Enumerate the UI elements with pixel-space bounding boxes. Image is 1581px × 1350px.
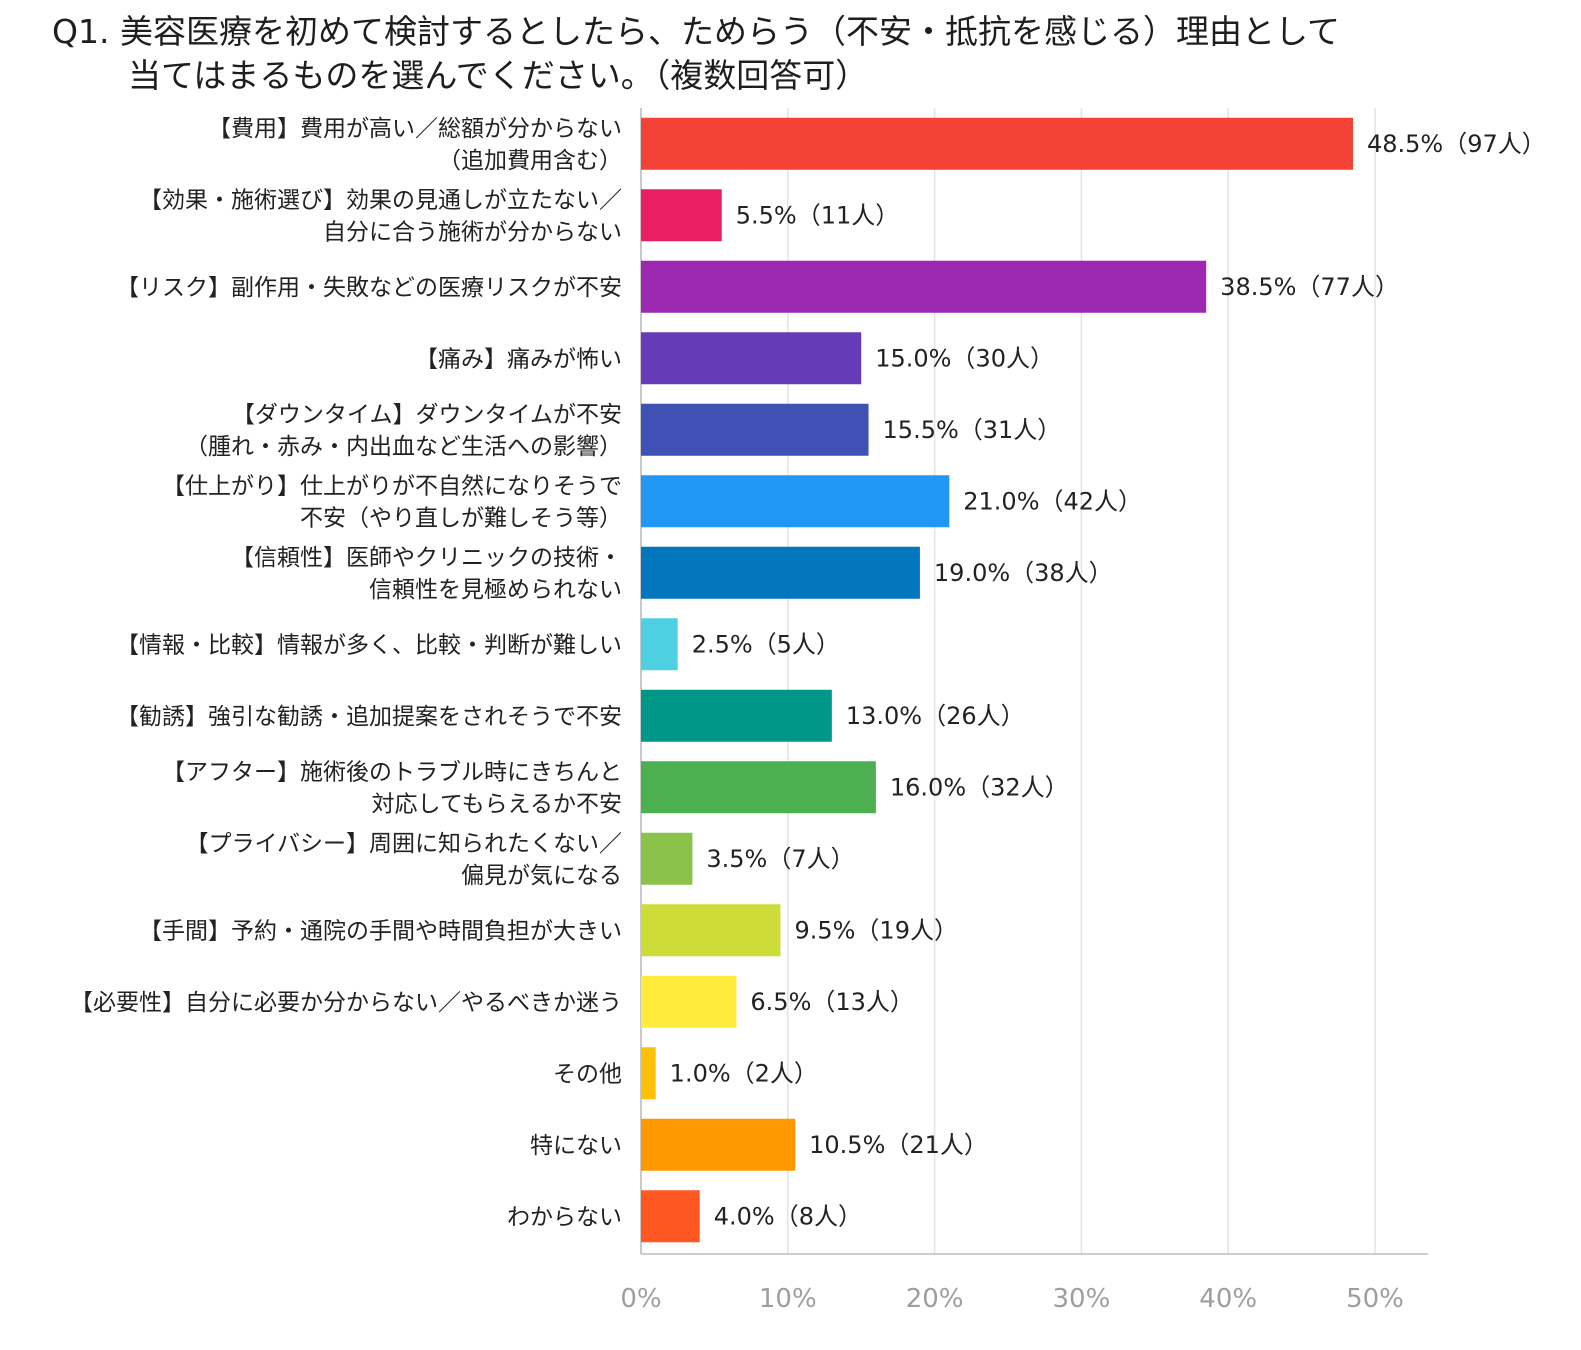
value-labels: 48.5%（97人） 5.5%（11人） 38.5%（77人） 15.0%（30人） 1… <box>670 130 1546 1231</box>
data-label: 3.5%（7人） <box>706 845 854 873</box>
x-tick-label: 10% <box>759 1284 817 1314</box>
bar <box>641 832 693 885</box>
data-label: 5.5%（11人） <box>736 201 900 229</box>
category-label: 【情報・比較】情報が多く、比較・判断が難しい <box>116 632 622 658</box>
category-label: 不安（やり直しが難しそう等） <box>300 505 622 531</box>
data-label: 48.5%（97人） <box>1367 130 1546 158</box>
category-label: 対応してもらえるか不安 <box>372 791 622 817</box>
category-label: 信頼性を見極められない <box>369 577 622 603</box>
data-label: 10.5%（21人） <box>809 1131 988 1159</box>
bar <box>641 689 832 742</box>
x-tick-label: 30% <box>1053 1284 1111 1314</box>
category-label: （追加費用含む） <box>438 148 622 174</box>
data-label: 21.0%（42人） <box>963 487 1142 515</box>
category-label: （腫れ・赤み・内出血など生活への影響） <box>185 434 622 460</box>
x-tick-label: 0% <box>620 1284 661 1314</box>
category-label: 【アフター】施術後のトラブル時にきちんと <box>162 759 622 785</box>
bar <box>641 260 1207 313</box>
category-labels: 【費用】費用が高い／総額が分からない （追加費用含む） 【効果・施術選び】効果の見通… <box>70 116 622 1231</box>
data-label: 6.5%（13人） <box>750 988 914 1016</box>
data-label: 38.5%（77人） <box>1220 273 1399 301</box>
category-label: 【手間】予約・通院の手間や時間負担が大きい <box>139 918 622 944</box>
data-label: 15.0%（30人） <box>875 344 1054 372</box>
bar <box>641 975 737 1028</box>
category-label: 【効果・施術選び】効果の見通しが立たない／ <box>139 187 622 213</box>
data-label: 19.0%（38人） <box>934 559 1113 587</box>
chart-title-line-1: Q1. 美容医療を初めて検討するとしたら、ためらう（不安・抵抗を感じる）理由とし… <box>52 12 1340 51</box>
bar <box>641 1190 700 1243</box>
category-label: 【仕上がり】仕上がりが不自然になりそうで <box>162 473 622 499</box>
bar <box>641 1047 656 1100</box>
chart-title: Q1. 美容医療を初めて検討するとしたら、ためらう（不安・抵抗を感じる）理由とし… <box>52 10 1552 98</box>
bar <box>641 546 920 599</box>
data-label: 9.5%（19人） <box>794 916 958 944</box>
category-label: 【リスク】副作用・失敗などの医療リスクが不安 <box>116 275 622 301</box>
x-axis-ticks: 0% 10% 20% 30% 40% 50% <box>620 1284 1404 1314</box>
bar <box>641 117 1353 170</box>
bar <box>641 761 876 814</box>
bar <box>641 189 722 242</box>
data-label: 2.5%（5人） <box>692 630 840 658</box>
bar <box>641 332 862 385</box>
category-label: 【痛み】痛みが怖い <box>415 346 622 372</box>
chart-title-line-2: 当てはまるものを選んでください。（複数回答可） <box>128 56 869 95</box>
bar <box>641 618 678 671</box>
data-label: 15.5%（31人） <box>883 416 1062 444</box>
bars <box>641 117 1353 1243</box>
data-label: 13.0%（26人） <box>846 702 1025 730</box>
x-tick-label: 40% <box>1199 1284 1257 1314</box>
bar <box>641 475 950 528</box>
category-label: 偏見が気になる <box>461 863 622 889</box>
category-label: 【費用】費用が高い／総額が分からない <box>208 116 622 142</box>
data-label: 1.0%（2人） <box>670 1059 818 1087</box>
bar <box>641 403 869 456</box>
data-label: 16.0%（32人） <box>890 773 1069 801</box>
category-label: 【プライバシー】周囲に知られたくない／ <box>185 831 622 857</box>
category-label: わからない <box>507 1204 622 1230</box>
category-label: 【必要性】自分に必要か分からない／やるべきか迷う <box>70 990 622 1016</box>
category-label: 【ダウンタイム】ダウンタイムが不安 <box>232 402 622 428</box>
category-label: 自分に合う施術が分からない <box>323 219 622 245</box>
x-tick-label: 50% <box>1346 1284 1404 1314</box>
bar <box>641 1118 796 1171</box>
category-label: 【信頼性】医師やクリニックの技術・ <box>231 545 622 571</box>
bar <box>641 904 781 957</box>
category-label: その他 <box>553 1061 622 1087</box>
x-tick-label: 20% <box>906 1284 964 1314</box>
category-label: 特にない <box>530 1133 622 1159</box>
data-label: 4.0%（8人） <box>714 1202 862 1230</box>
category-label: 【勧誘】強引な勧誘・追加提案をされそうで不安 <box>116 704 622 730</box>
